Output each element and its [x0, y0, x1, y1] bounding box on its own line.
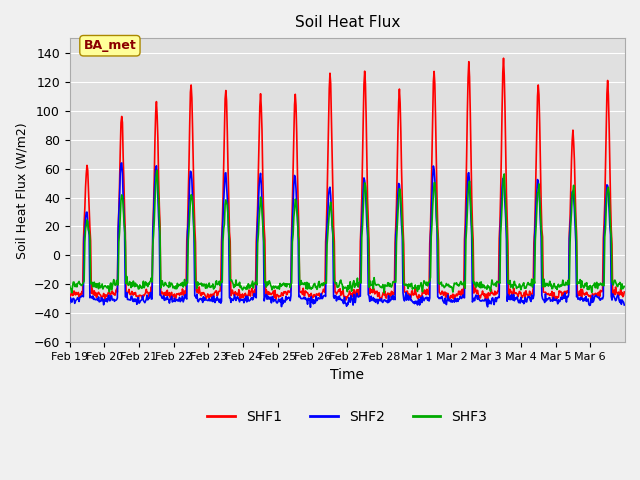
SHF1: [260, 225, 268, 231]
SHF3: [234, 282, 241, 288]
Line: SHF3: SHF3: [70, 170, 624, 293]
SHF1: [435, 289, 443, 295]
SHF3: [261, 280, 269, 286]
SHF3: [131, 284, 139, 289]
SHF2: [261, 294, 269, 300]
SHF1: [282, 289, 289, 295]
Text: BA_met: BA_met: [84, 39, 136, 52]
SHF3: [154, 168, 161, 173]
Line: SHF2: SHF2: [70, 163, 624, 307]
SHF1: [500, 55, 508, 61]
SHF2: [66, 300, 74, 306]
SHF2: [406, 295, 413, 301]
SHF2: [132, 296, 140, 302]
Line: SHF1: SHF1: [70, 58, 624, 300]
SHF1: [404, 291, 412, 297]
SHF3: [380, 290, 388, 296]
X-axis label: Time: Time: [330, 368, 364, 382]
SHF2: [436, 296, 444, 301]
SHF2: [282, 294, 290, 300]
SHF2: [620, 302, 628, 308]
SHF1: [549, 298, 557, 303]
SHF3: [620, 284, 628, 289]
Legend: SHF1, SHF2, SHF3: SHF1, SHF2, SHF3: [202, 404, 493, 429]
Title: Soil Heat Flux: Soil Heat Flux: [294, 15, 400, 30]
SHF3: [66, 283, 74, 289]
SHF1: [131, 291, 139, 297]
SHF3: [282, 281, 290, 287]
SHF3: [436, 280, 444, 286]
SHF1: [620, 289, 628, 295]
SHF2: [234, 294, 241, 300]
SHF2: [118, 160, 125, 166]
SHF2: [307, 304, 314, 310]
Y-axis label: Soil Heat Flux (W/m2): Soil Heat Flux (W/m2): [15, 122, 28, 259]
SHF3: [406, 282, 413, 288]
SHF1: [233, 290, 241, 296]
SHF1: [66, 292, 74, 298]
